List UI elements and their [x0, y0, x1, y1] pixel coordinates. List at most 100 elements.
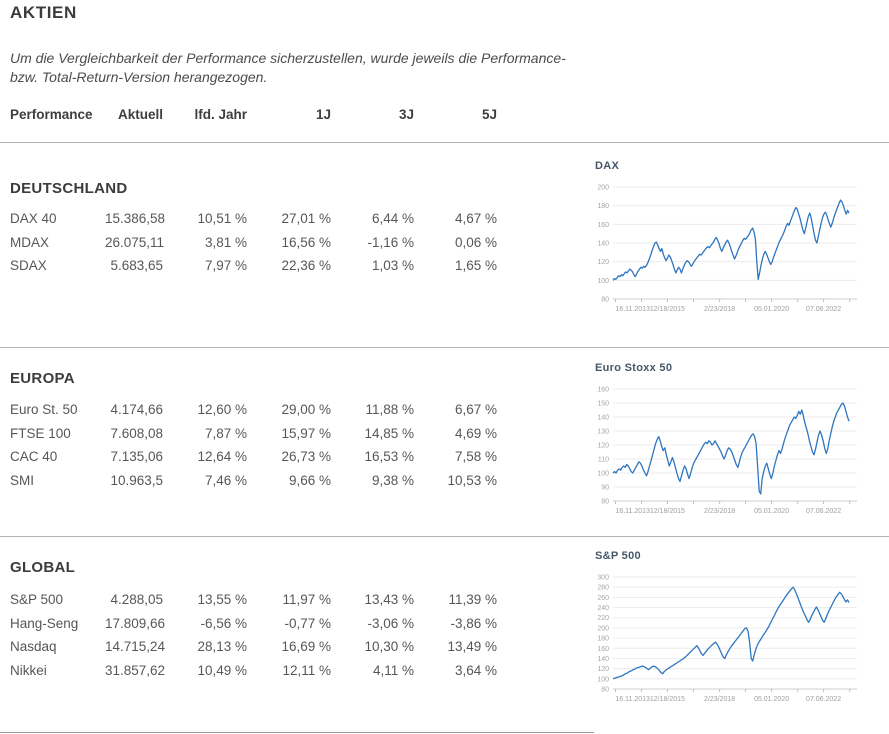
- column-header-3j: 3J: [398, 107, 414, 122]
- value-1j: 11,97 %: [282, 592, 331, 607]
- value-5j: -3,86 %: [450, 615, 497, 631]
- value-1j: 22,36 %: [281, 258, 331, 274]
- svg-text:07.06.2022: 07.06.2022: [806, 306, 841, 313]
- value-1j: 16,69 %: [281, 639, 331, 655]
- value-1j: 15,97 %: [281, 425, 331, 441]
- value-5j: 4,69 %: [454, 425, 497, 441]
- value-1j: -0,77 %: [284, 615, 331, 631]
- value-lfd-jahr: 12,64 %: [197, 449, 247, 465]
- value-lfd-jahr: 7,87 %: [204, 425, 247, 441]
- value-3j: 16,53 %: [364, 449, 414, 465]
- value-aktuell: 7.135,06: [110, 449, 163, 465]
- index-name: SDAX: [10, 258, 47, 274]
- section-heading-global: GLOBAL: [10, 559, 76, 576]
- svg-text:90: 90: [601, 485, 609, 492]
- svg-text:100: 100: [597, 278, 609, 285]
- table-row: Euro St. 50 4.174,66 12,60 % 29,00 % 11,…: [10, 398, 497, 422]
- section-table-deutschland: DAX 40 15.386,58 10,51 % 27,01 % 6,44 % …: [10, 207, 497, 278]
- value-5j: 4,67 %: [454, 211, 497, 226]
- svg-text:300: 300: [597, 575, 609, 582]
- column-header-5j: 5J: [481, 107, 497, 122]
- section-divider: [0, 536, 889, 537]
- svg-text:16.11.2013: 16.11.2013: [615, 508, 650, 515]
- value-3j: 10,30 %: [364, 639, 414, 655]
- value-lfd-jahr: 13,55 %: [197, 592, 247, 607]
- value-5j: 0,06 %: [454, 234, 497, 250]
- chart-block-euro-stoxx-50: Euro Stoxx 50 80 90 100 110 120 130 140 150 160 1…: [593, 362, 889, 521]
- value-aktuell: 10.963,5: [110, 472, 163, 488]
- index-name: DAX 40: [10, 211, 57, 226]
- svg-text:120: 120: [597, 666, 609, 673]
- section-divider: [0, 347, 889, 348]
- svg-text:100: 100: [597, 471, 609, 478]
- svg-text:150: 150: [597, 401, 609, 408]
- value-aktuell: 17.809,66: [105, 615, 166, 631]
- section-table-global: S&P 500 4.288,05 13,55 % 11,97 % 13,43 %…: [10, 588, 497, 682]
- value-5j: 3,64 %: [454, 662, 497, 678]
- value-5j: 6,67 %: [454, 402, 497, 417]
- value-1j: 26,73 %: [281, 449, 331, 465]
- value-3j: 13,43 %: [364, 592, 414, 607]
- dax-line-chart: 80 100 120 140 160 180 200 16.11.2013 12/18/2015…: [593, 183, 883, 319]
- table-row: Nikkei 31.857,62 10,49 % 12,11 % 4,11 % …: [10, 659, 497, 683]
- index-name: MDAX: [10, 234, 50, 250]
- value-5j: 10,53 %: [447, 472, 497, 488]
- svg-text:140: 140: [597, 656, 609, 663]
- svg-text:100: 100: [597, 676, 609, 683]
- svg-text:160: 160: [597, 222, 609, 229]
- value-aktuell: 4.288,05: [110, 592, 163, 607]
- svg-text:110: 110: [598, 457, 609, 464]
- table-row: Nasdaq 14.715,24 28,13 % 16,69 % 10,30 %…: [10, 635, 497, 659]
- value-lfd-jahr: 10,49 %: [197, 662, 247, 678]
- svg-text:07.06.2022: 07.06.2022: [806, 508, 841, 515]
- intro-line-1: Um die Vergleichbarkeit der Performance …: [10, 50, 566, 66]
- svg-text:80: 80: [601, 297, 609, 304]
- svg-text:80: 80: [601, 687, 609, 694]
- value-lfd-jahr: 7,46 %: [204, 472, 247, 488]
- svg-text:16.11.2013: 16.11.2013: [615, 306, 650, 313]
- table-row: CAC 40 7.135,06 12,64 % 26,73 % 16,53 % …: [10, 445, 497, 469]
- value-lfd-jahr: 3,81 %: [204, 234, 247, 250]
- value-3j: 4,11 %: [372, 662, 414, 678]
- value-5j: 7,58 %: [454, 449, 497, 465]
- svg-text:05.01.2020: 05.01.2020: [754, 508, 789, 515]
- svg-text:180: 180: [597, 636, 609, 643]
- value-aktuell: 26.075,11: [105, 234, 165, 250]
- svg-text:16.11.2013: 16.11.2013: [615, 696, 650, 703]
- index-name: SMI: [10, 472, 35, 488]
- table-row: SDAX 5.683,65 7,97 % 22,36 % 1,03 % 1,65…: [10, 254, 497, 278]
- sp-500-line-chart: 80 100 120 140 160 180 200 220 240 260 280 300 16.11…: [593, 573, 883, 709]
- value-aktuell: 7.608,08: [110, 425, 163, 441]
- column-header-aktuell: Aktuell: [117, 107, 163, 122]
- table-row: Hang-Seng 17.809,66 -6,56 % -0,77 % -3,0…: [10, 612, 497, 636]
- euro-stoxx-50-line-chart: 80 90 100 110 120 130 140 150 160 16.11.2013 12/18…: [593, 385, 883, 521]
- svg-text:07.06.2022: 07.06.2022: [806, 696, 841, 703]
- value-lfd-jahr: 10,51 %: [197, 211, 247, 226]
- intro-paragraph: Um die Vergleichbarkeit der Performance …: [10, 49, 610, 87]
- svg-text:12/18/2015: 12/18/2015: [650, 696, 685, 703]
- value-lfd-jahr: 12,60 %: [197, 402, 247, 417]
- svg-text:180: 180: [597, 203, 609, 210]
- value-3j: 6,44 %: [371, 211, 414, 226]
- table-row: MDAX 26.075,11 3,81 % 16,56 % -1,16 % 0,…: [10, 231, 497, 255]
- section-heading-europa: EUROPA: [10, 370, 75, 387]
- svg-text:130: 130: [597, 429, 609, 436]
- svg-text:140: 140: [597, 241, 609, 248]
- svg-text:2/23/2018: 2/23/2018: [704, 306, 735, 313]
- chart-block-dax: DAX 80 100 120 140 160 180 200 16.11.2013 12/18/…: [593, 160, 889, 319]
- value-lfd-jahr: -6,56 %: [200, 615, 247, 631]
- value-3j: -3,06 %: [367, 615, 414, 631]
- svg-text:120: 120: [597, 443, 609, 450]
- svg-text:200: 200: [597, 185, 609, 192]
- table-row: SMI 10.963,5 7,46 % 9,66 % 9,38 % 10,53 …: [10, 469, 497, 493]
- index-name: FTSE 100: [10, 425, 71, 441]
- value-aktuell: 15.386,58: [105, 211, 166, 226]
- svg-text:120: 120: [597, 259, 609, 266]
- column-header-performance: Performance: [10, 107, 93, 122]
- column-header-1j: 1J: [315, 107, 331, 122]
- value-aktuell: 5.683,65: [110, 258, 163, 274]
- page-title: AKTIEN: [10, 3, 77, 22]
- value-aktuell: 31.857,62: [105, 662, 166, 678]
- column-header-lfd-jahr: lfd. Jahr: [194, 107, 247, 122]
- svg-text:160: 160: [597, 387, 609, 394]
